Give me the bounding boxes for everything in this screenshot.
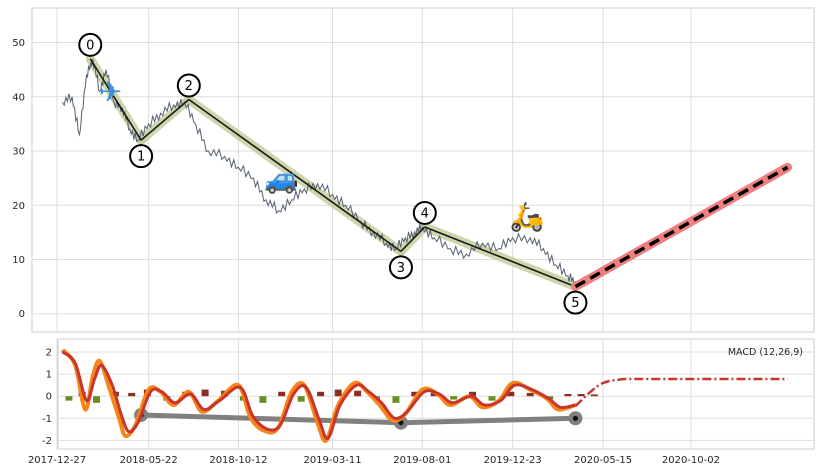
price-y-ticks: 0 10 20 30 40 50	[12, 38, 25, 320]
wave-line	[89, 58, 142, 141]
macd-histogram-bar	[488, 396, 496, 401]
wave-label: 2	[185, 79, 193, 94]
wave-label-circle	[412, 200, 437, 225]
wave-line	[400, 226, 426, 252]
macd-histogram-bar	[450, 396, 458, 400]
macd-y-tick-label: 0	[46, 392, 52, 403]
macd-histogram-bar	[577, 394, 585, 397]
price-y-tick-label: 30	[12, 147, 25, 158]
wave-line	[140, 98, 190, 141]
macd-histogram-bar	[354, 390, 362, 397]
price-plot-frame	[31, 7, 815, 333]
macd-histogram-bar	[334, 389, 342, 397]
x-tick-label: 2020-05-15	[574, 455, 632, 466]
price-y-tick-label: 40	[12, 92, 25, 103]
price-panel: 0 10 20 30 40 50 ✈ 🚙 🛵 0 1 2 3 4 5	[12, 7, 815, 333]
macd-histogram-bar	[564, 394, 572, 397]
macd-projection	[574, 377, 788, 408]
wave-label-circle	[78, 32, 103, 57]
wave-label-circle	[388, 255, 413, 280]
wave-label: 4	[421, 206, 429, 221]
macd-panel: -2 -1 0 1 2 MACD (12,26,9) 2017-12-27 2018-05…	[28, 338, 815, 466]
vehicle-icons: ✈ 🚙 🛵	[99, 75, 545, 233]
macd-title: MACD (12,26,9)	[728, 347, 803, 358]
x-tick-label: 2018-05-22	[120, 455, 178, 466]
macd-histogram-bar	[392, 396, 400, 403]
signal-line	[61, 350, 576, 441]
wave-label-circle	[176, 73, 201, 98]
wave-label: 3	[397, 261, 405, 276]
x-tick-label: 2018-10-12	[209, 455, 267, 466]
macd-histogram-bar	[507, 391, 515, 397]
macd-line	[61, 348, 577, 443]
scooter-icon: 🛵	[510, 200, 545, 233]
price-y-tick-label: 20	[12, 201, 25, 212]
macd-histogram-bar	[590, 394, 598, 397]
x-tick-label: 2019-03-11	[303, 455, 361, 466]
car-icon: 🚙	[264, 162, 299, 195]
macd-y-tick-label: -2	[42, 436, 52, 447]
macd-y-tick-label: 2	[46, 348, 52, 359]
x-tick-label: 2019-12-23	[484, 455, 542, 466]
price-y-tick-label: 10	[12, 255, 25, 266]
airplane-icon: ✈	[99, 75, 122, 108]
wave-labels: 0 1 2 3 4 5	[78, 32, 588, 315]
macd-y-ticks: -2 -1 0 1 2	[42, 348, 52, 447]
wave-line	[424, 226, 576, 288]
macd-histogram-bar	[65, 396, 73, 401]
macd-histogram-bar	[259, 396, 267, 403]
projection-line	[574, 165, 789, 289]
wave-label: 1	[137, 150, 145, 165]
macd-histogram-bar	[297, 396, 305, 402]
macd-wave-marker-dot	[572, 415, 579, 421]
macd-histogram-bar	[278, 391, 286, 397]
macd-histogram-bar	[411, 391, 419, 397]
macd-histogram-bar	[93, 396, 101, 403]
wave-line	[188, 98, 402, 253]
macd-y-tick-label: 1	[46, 370, 52, 381]
macd-histogram-bar	[526, 392, 534, 397]
price-y-tick-label: 50	[12, 38, 25, 49]
macd-histogram-bar	[128, 392, 136, 397]
wave-label-circle	[563, 290, 588, 315]
wave-lines	[89, 58, 576, 288]
macd-y-tick-label: -1	[42, 414, 52, 425]
macd-wave-line	[398, 415, 578, 426]
macd-histogram-bar	[469, 391, 477, 397]
wave-label-circle	[129, 144, 154, 169]
price-y-tick-label: 0	[19, 309, 25, 320]
macd-wave-markers	[134, 407, 583, 430]
macd-histogram-bar	[317, 391, 325, 397]
macd-histogram-bar	[201, 389, 209, 397]
wave-label: 5	[571, 296, 579, 311]
macd-histogram-bar	[430, 392, 438, 397]
x-axis-ticks: 2017-12-27 2018-05-22 2018-10-12 2019-03-11…	[28, 455, 720, 466]
x-tick-label: 2017-12-27	[28, 455, 86, 466]
price-projection	[570, 162, 793, 292]
macd-wave-line	[138, 412, 404, 426]
wave-label: 0	[86, 38, 94, 53]
x-tick-label: 2020-10-02	[662, 455, 720, 466]
x-tick-label: 2019-08-01	[393, 455, 451, 466]
